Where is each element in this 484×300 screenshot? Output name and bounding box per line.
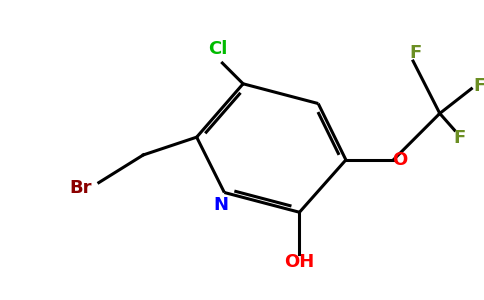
Text: Cl: Cl <box>208 40 227 58</box>
Text: F: F <box>473 77 484 95</box>
Text: O: O <box>392 151 407 169</box>
Text: F: F <box>454 129 466 147</box>
Text: Br: Br <box>70 178 92 196</box>
Text: OH: OH <box>284 253 315 271</box>
Text: F: F <box>409 44 421 62</box>
Text: N: N <box>214 196 229 214</box>
